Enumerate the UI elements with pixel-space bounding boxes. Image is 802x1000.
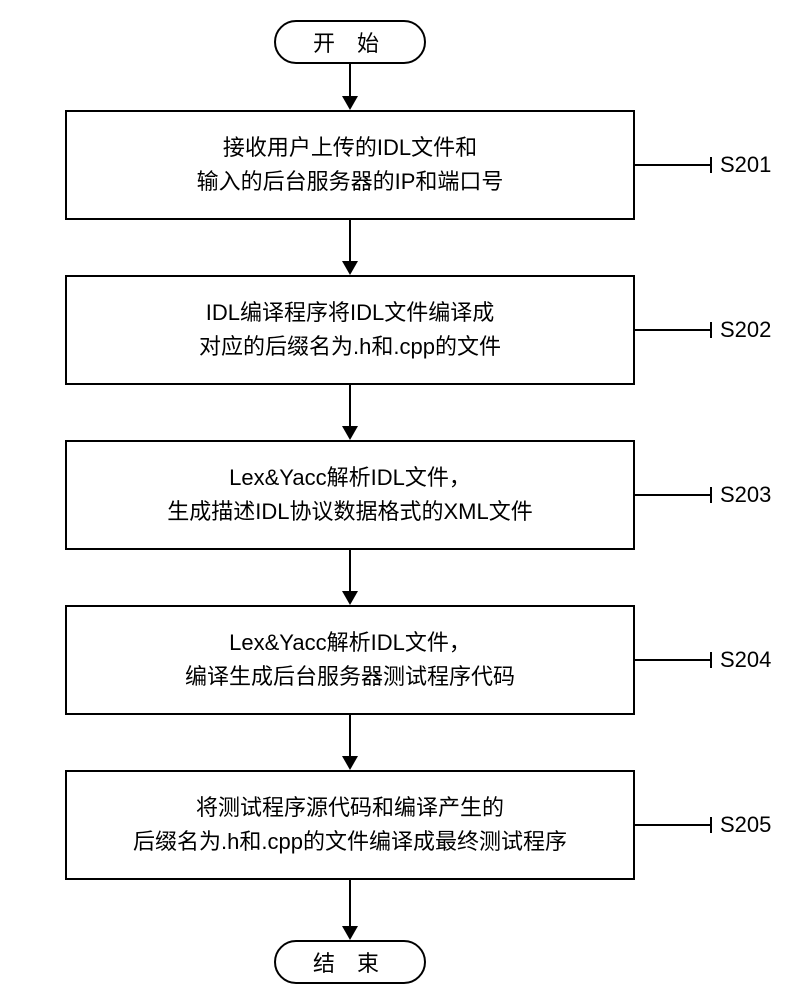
process-step-S203-line-1: 生成描述IDL协议数据格式的XML文件	[167, 495, 532, 529]
label-connector-S202	[635, 329, 712, 331]
terminal-end: 结 束	[274, 940, 426, 984]
label-connector-S204	[635, 659, 712, 661]
terminal-start-label: 开 始	[313, 26, 387, 58]
label-connector-tick-S202	[710, 322, 712, 338]
process-step-S201-line-1: 输入的后台服务器的IP和端口号	[197, 165, 504, 199]
process-step-S205-line-0: 将测试程序源代码和编译产生的	[196, 791, 504, 825]
step-label-S205: S205	[720, 812, 771, 838]
label-connector-tick-S204	[710, 652, 712, 668]
label-connector-tick-S201	[710, 157, 712, 173]
terminal-end-label: 结 束	[313, 946, 387, 978]
arrow-head-S202-to-S203	[342, 426, 358, 440]
process-step-S203: Lex&Yacc解析IDL文件，生成描述IDL协议数据格式的XML文件	[65, 440, 635, 550]
arrow-line-S205-to-end	[349, 880, 351, 926]
process-step-S202-line-1: 对应的后缀名为.h和.cpp的文件	[199, 330, 501, 364]
label-connector-S203	[635, 494, 712, 496]
arrow-head-S205-to-end	[342, 926, 358, 940]
process-step-S201-line-0: 接收用户上传的IDL文件和	[223, 131, 477, 165]
label-connector-S205	[635, 824, 712, 826]
step-label-S204: S204	[720, 647, 771, 673]
arrow-head-start-to-S201	[342, 96, 358, 110]
process-step-S204: Lex&Yacc解析IDL文件，编译生成后台服务器测试程序代码	[65, 605, 635, 715]
step-label-S201: S201	[720, 152, 771, 178]
process-step-S202-line-0: IDL编译程序将IDL文件编译成	[206, 296, 494, 330]
arrow-head-S201-to-S202	[342, 261, 358, 275]
arrow-line-start-to-S201	[349, 64, 351, 96]
arrow-line-S202-to-S203	[349, 385, 351, 426]
process-step-S205-line-1: 后缀名为.h和.cpp的文件编译成最终测试程序	[133, 825, 567, 859]
arrow-head-S204-to-S205	[342, 756, 358, 770]
label-connector-S201	[635, 164, 712, 166]
arrow-head-S203-to-S204	[342, 591, 358, 605]
label-connector-tick-S203	[710, 487, 712, 503]
process-step-S203-line-0: Lex&Yacc解析IDL文件，	[229, 461, 471, 495]
label-connector-tick-S205	[710, 817, 712, 833]
arrow-line-S204-to-S205	[349, 715, 351, 756]
terminal-start: 开 始	[274, 20, 426, 64]
flowchart-canvas: 开 始结 束 接收用户上传的IDL文件和输入的后台服务器的IP和端口号 S201 ID…	[0, 0, 802, 1000]
process-step-S201: 接收用户上传的IDL文件和输入的后台服务器的IP和端口号	[65, 110, 635, 220]
step-label-S203: S203	[720, 482, 771, 508]
step-label-S202: S202	[720, 317, 771, 343]
process-step-S205: 将测试程序源代码和编译产生的后缀名为.h和.cpp的文件编译成最终测试程序	[65, 770, 635, 880]
process-step-S204-line-1: 编译生成后台服务器测试程序代码	[185, 660, 515, 694]
process-step-S204-line-0: Lex&Yacc解析IDL文件，	[229, 626, 471, 660]
arrow-line-S203-to-S204	[349, 550, 351, 591]
arrow-line-S201-to-S202	[349, 220, 351, 261]
process-step-S202: IDL编译程序将IDL文件编译成对应的后缀名为.h和.cpp的文件	[65, 275, 635, 385]
